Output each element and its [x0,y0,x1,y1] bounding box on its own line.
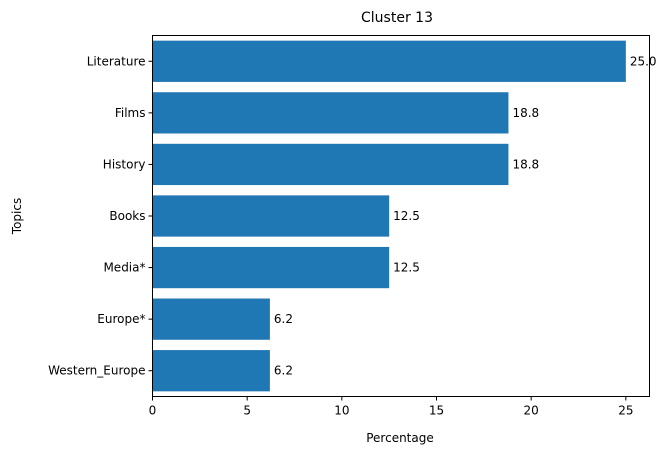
plot-frame [152,35,650,397]
value-labels-group: 25.0 18.8 18.8 12.5 12.5 6.2 6.2 [274,54,657,377]
y-tick-label: Media* [103,261,145,275]
bar-value-label: 12.5 [393,261,420,275]
y-tick-label: Books [109,209,145,223]
bar [152,195,390,237]
x-tick-label: 20 [524,404,539,418]
x-tick-label: 0 [149,404,157,418]
bars-group [152,40,626,392]
bar [152,298,270,340]
bar [152,143,509,186]
y-tick-label: Literature [87,54,146,68]
y-axis-ticks: Literature Films History Books Media* Europe*… [48,54,153,378]
y-tick-label: Western_Europe [48,364,145,378]
x-tick-label: 15 [429,404,444,418]
bar-value-label: 25.0 [630,54,657,68]
bar [152,40,626,82]
bar-value-label: 18.8 [512,157,539,171]
y-tick-label: Europe* [97,312,145,326]
bar-value-label: 18.8 [512,106,539,120]
bar-value-label: 6.2 [274,312,293,326]
bar [152,350,270,392]
y-axis-label: Topics [10,198,24,235]
x-axis-ticks: 0 5 10 15 20 25 [149,396,633,418]
x-tick-label: 25 [618,404,633,418]
bar-value-label: 12.5 [393,209,420,223]
bar [152,92,509,134]
x-tick-label: 10 [334,404,349,418]
y-tick-label: History [103,157,146,171]
x-axis-label: Percentage [366,431,434,445]
x-tick-label: 5 [243,404,251,418]
bar-value-label: 6.2 [274,364,293,378]
chart-title: Cluster 13 [361,10,433,26]
y-tick-label: Films [115,106,146,120]
bar [152,246,390,289]
